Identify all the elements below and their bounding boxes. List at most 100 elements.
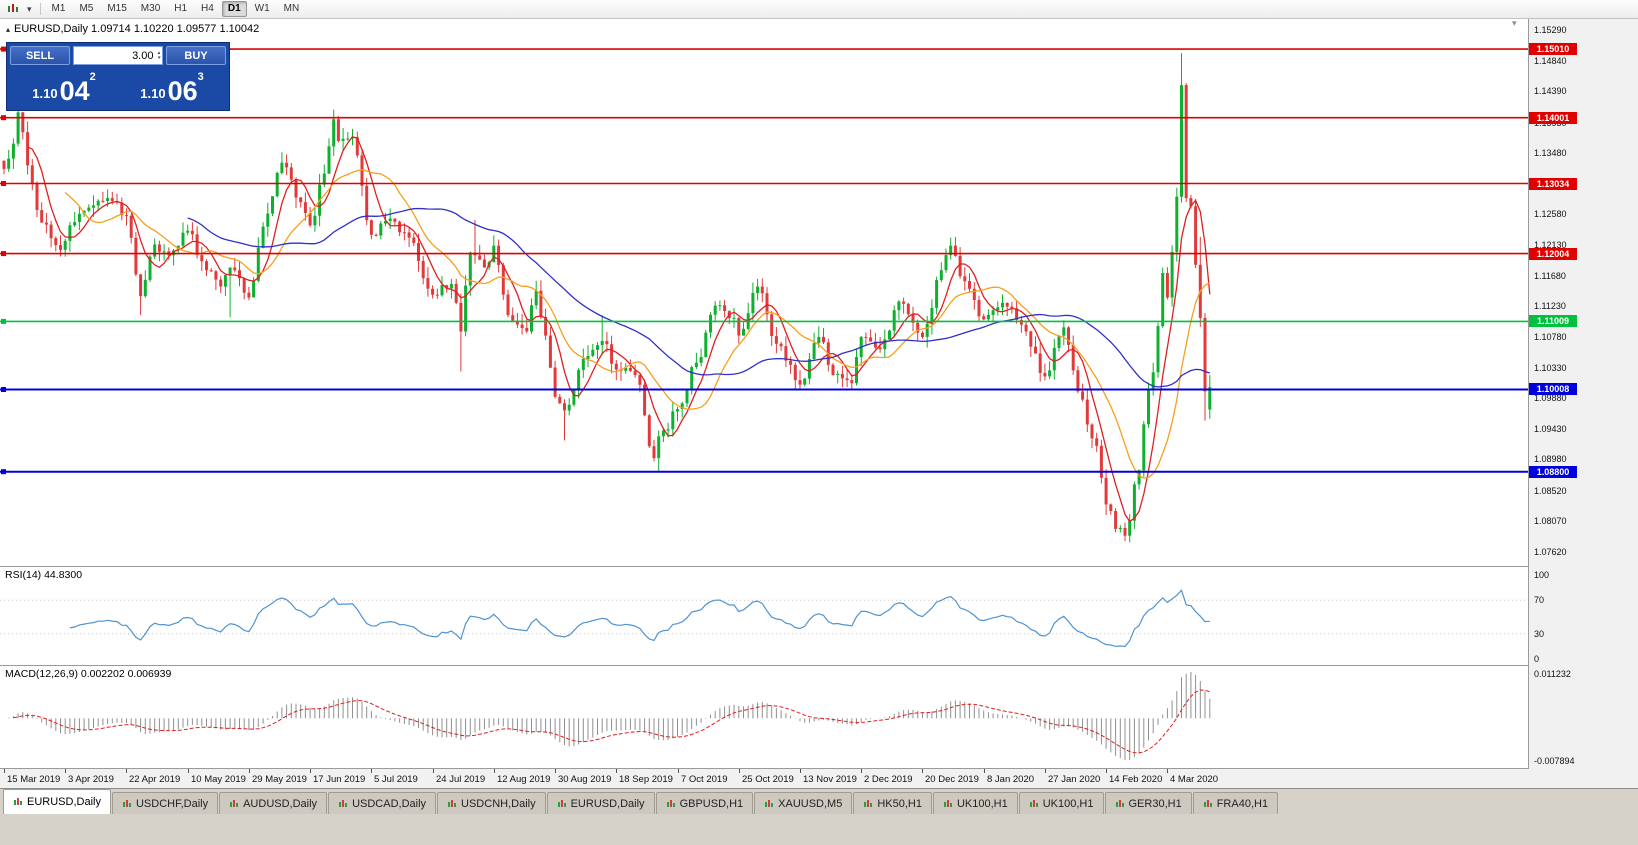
date-label: 5 Jul 2019: [374, 774, 418, 785]
macd-axis-bottom-label: -0.007894: [1534, 756, 1575, 766]
volume-spinner[interactable]: 3.00 ▴ ▾: [73, 46, 163, 65]
timeframe-button-m5[interactable]: M5: [79, 3, 94, 14]
date-label: 13 Nov 2019: [803, 774, 857, 785]
price-axis-tick: 1.08520: [1534, 486, 1567, 496]
level-handle[interactable]: [1, 318, 6, 324]
candlestick-chart[interactable]: [0, 19, 1528, 566]
tab-label: GBPUSD,H1: [679, 797, 744, 810]
status-area: [0, 814, 1638, 845]
main-price-panel: ▴ EURUSD,Daily 1.09714 1.10220 1.09577 1…: [0, 19, 1528, 567]
chart-menu-dropdown-icon[interactable]: ▾: [27, 3, 32, 14]
date-label: 15 Mar 2019: [7, 774, 61, 785]
chart-tab-icon: [1115, 799, 1124, 807]
chart-tab-audusd-daily-2[interactable]: AUDUSD,Daily: [219, 792, 328, 814]
date-label: 22 Apr 2019: [129, 774, 181, 785]
timeframe-button-m30[interactable]: M30: [140, 3, 161, 14]
chart-tab-eurusd-daily-0[interactable]: EURUSD,Daily: [3, 789, 111, 814]
candlestick-glyph: [8, 4, 18, 12]
price-axis[interactable]: 1.152901.148401.143901.139301.134801.130…: [1528, 19, 1638, 769]
date-label: 4 Mar 2020: [1170, 774, 1219, 785]
chart-tab-bar: EURUSD,Daily USDCHF,Daily AUDUSD,Daily USDC…: [0, 788, 1638, 814]
price-level-tag-1.15010: 1.15010: [1529, 43, 1577, 55]
chart-tab-fra40-h1-12[interactable]: FRA40,H1: [1192, 792, 1279, 814]
bid-price[interactable]: 1.10 04 2: [10, 67, 118, 107]
sell-button[interactable]: SELL: [10, 46, 70, 65]
level-handle[interactable]: [1, 251, 6, 257]
tab-label: UK100,H1: [956, 797, 1008, 810]
time-axis-tick: [678, 769, 679, 773]
rsi-axis-label: 0: [1534, 654, 1540, 664]
tab-label: HK50,H1: [877, 797, 922, 810]
timeframe-button-h1[interactable]: H1: [174, 3, 188, 14]
chart-tab-icon: [230, 799, 239, 807]
time-axis-tick: [371, 769, 372, 773]
ask-price[interactable]: 1.10 06 3: [118, 67, 226, 107]
chart-tab-usdcnh-daily-4[interactable]: USDCNH,Daily: [437, 792, 546, 814]
price-level-tag-1.12004: 1.12004: [1529, 248, 1577, 260]
time-axis-tick: [984, 769, 985, 773]
chart-tab-icon: [122, 799, 131, 807]
time-axis-tick: [739, 769, 740, 773]
chart-tab-uk100-h1-9[interactable]: UK100,H1: [932, 792, 1018, 814]
chart-tab-hk50-h1-8[interactable]: HK50,H1: [853, 792, 932, 814]
level-handle[interactable]: [1, 181, 6, 186]
timeframe-button-m15[interactable]: M15: [107, 3, 127, 14]
date-label: 18 Sep 2019: [619, 774, 673, 785]
timeframe-button-w1[interactable]: W1: [254, 3, 270, 14]
ohlc-readout: EURUSD,Daily 1.09714 1.10220 1.09577 1.1…: [14, 23, 260, 35]
date-label: 3 Apr 2019: [68, 774, 114, 785]
chart-tab-uk100-h1-10[interactable]: UK100,H1: [1018, 792, 1104, 814]
time-axis-tick: [1106, 769, 1107, 773]
macd-chart[interactable]: [0, 666, 1528, 768]
price-axis-tick: 1.12580: [1534, 209, 1567, 219]
bid-price-sup: 2: [89, 71, 96, 83]
chart-title: ▴ EURUSD,Daily 1.09714 1.10220 1.09577 1…: [6, 23, 259, 35]
level-handle[interactable]: [1, 46, 6, 52]
rsi-label: RSI(14) 44.8300: [5, 569, 83, 581]
price-axis-tick: 1.14390: [1534, 86, 1567, 96]
spinner-up-icon[interactable]: ▴: [157, 49, 160, 56]
level-handle[interactable]: [1, 387, 6, 392]
date-label: 8 Jan 2020: [987, 774, 1035, 785]
chart-tab-xauusd-m5-7[interactable]: XAUUSD,M5: [754, 792, 853, 814]
chart-tab-icon: [1029, 799, 1038, 807]
price-axis-tick: 1.14840: [1534, 56, 1567, 66]
time-axis-tick: [188, 769, 189, 773]
trade-prices-row: 1.10 04 2 1.10 06 3: [10, 67, 226, 107]
candlestick-chart-icon[interactable]: [3, 1, 23, 17]
level-handle[interactable]: [1, 115, 6, 121]
price-axis-tick: 1.12130: [1534, 240, 1567, 250]
tab-label: USDCAD,Daily: [352, 797, 427, 810]
macd-signal-line: [13, 689, 1210, 754]
chart-tab-gbpusd-h1-6[interactable]: GBPUSD,H1: [655, 792, 754, 814]
level-handle[interactable]: [1, 469, 6, 475]
date-label: 7 Oct 2019: [681, 774, 728, 785]
one-click-toggle-icon[interactable]: ▴: [6, 24, 11, 34]
chart-tab-usdchf-daily-1[interactable]: USDCHF,Daily: [111, 792, 219, 814]
spinner-arrows[interactable]: ▴ ▾: [157, 49, 160, 61]
rsi-indicator-panel: RSI(14) 44.8300: [0, 567, 1528, 666]
ma-mid-orange-line: [64, 169, 1211, 479]
price-axis-tick: 1.08980: [1534, 454, 1567, 464]
chart-tab-eurusd-daily-5[interactable]: EURUSD,Daily: [546, 792, 655, 814]
ask-price-sup: 3: [197, 71, 204, 83]
chart-shift-marker-icon[interactable]: ▾: [1512, 19, 1517, 28]
rsi-line: [69, 589, 1210, 648]
trade-buttons-row: SELL 3.00 ▴ ▾ BUY: [10, 46, 226, 65]
timeframe-button-m1[interactable]: M1: [51, 3, 66, 14]
timeframe-button-d1[interactable]: D1: [221, 1, 247, 17]
timeframe-button-mn[interactable]: MN: [283, 3, 300, 14]
chart-tab-icon: [14, 798, 22, 805]
time-axis-tick: [249, 769, 250, 773]
rsi-chart[interactable]: [0, 567, 1528, 665]
chart-tab-icon: [864, 799, 873, 807]
chart-tab-usdcad-daily-3[interactable]: USDCAD,Daily: [328, 792, 437, 814]
chart-tab-icon: [765, 799, 774, 807]
spinner-down-icon[interactable]: ▾: [157, 54, 160, 61]
price-level-tag-1.10008: 1.10008: [1529, 383, 1577, 395]
timeframe-button-h4[interactable]: H4: [201, 3, 214, 14]
chart-tab-icon: [943, 799, 952, 807]
buy-button[interactable]: BUY: [166, 46, 226, 65]
time-axis[interactable]: 15 Mar 2019 3 Apr 2019 22 Apr 2019 10 May 2…: [0, 769, 1638, 788]
chart-tab-ger30-h1-11[interactable]: GER30,H1: [1104, 792, 1192, 814]
